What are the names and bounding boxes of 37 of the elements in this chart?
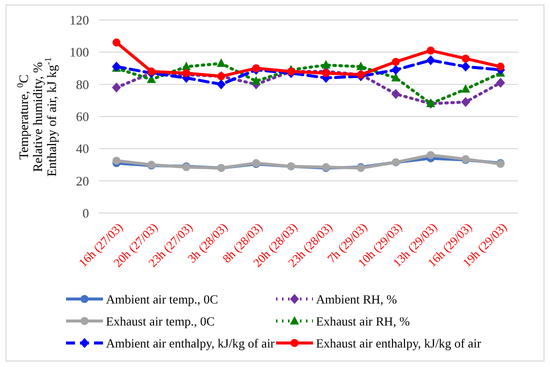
point [496, 62, 505, 71]
y-tick-label: 0 [82, 206, 89, 221]
legend-label: Ambient air temp., 0C [106, 292, 218, 306]
point [426, 55, 436, 66]
legend-label: Exhaust air RH, % [316, 314, 410, 328]
legend-label: Ambient RH, % [316, 292, 397, 306]
point [356, 62, 366, 70]
point [216, 58, 226, 67]
point [496, 78, 506, 88]
point [391, 88, 400, 99]
point [426, 151, 435, 160]
point [461, 62, 470, 72]
point [112, 38, 120, 47]
point [112, 156, 120, 165]
point [252, 76, 261, 85]
point [147, 67, 156, 76]
point [321, 60, 330, 69]
point [216, 79, 226, 90]
point [426, 46, 435, 55]
point [252, 64, 260, 72]
point [462, 54, 470, 63]
legend-label: Exhaust air temp., 0C [106, 314, 215, 328]
legend-label: Ambient air enthalpy, kJ/kg of air [106, 336, 276, 350]
point [461, 97, 470, 108]
y-tick-label: 80 [76, 76, 89, 92]
point [322, 69, 330, 78]
y-tick-label: 20 [76, 173, 89, 188]
point [391, 64, 400, 75]
y-tick-label: 120 [70, 12, 89, 28]
point [461, 84, 470, 93]
legend-label: Exhaust air enthalpy, kJ/kg of air [316, 336, 482, 350]
y-tick-label: 100 [70, 44, 89, 60]
y-tick-label: 40 [76, 141, 89, 156]
point [182, 69, 190, 78]
point [392, 58, 400, 66]
point [112, 82, 121, 93]
y-tick-label: 60 [76, 109, 89, 124]
